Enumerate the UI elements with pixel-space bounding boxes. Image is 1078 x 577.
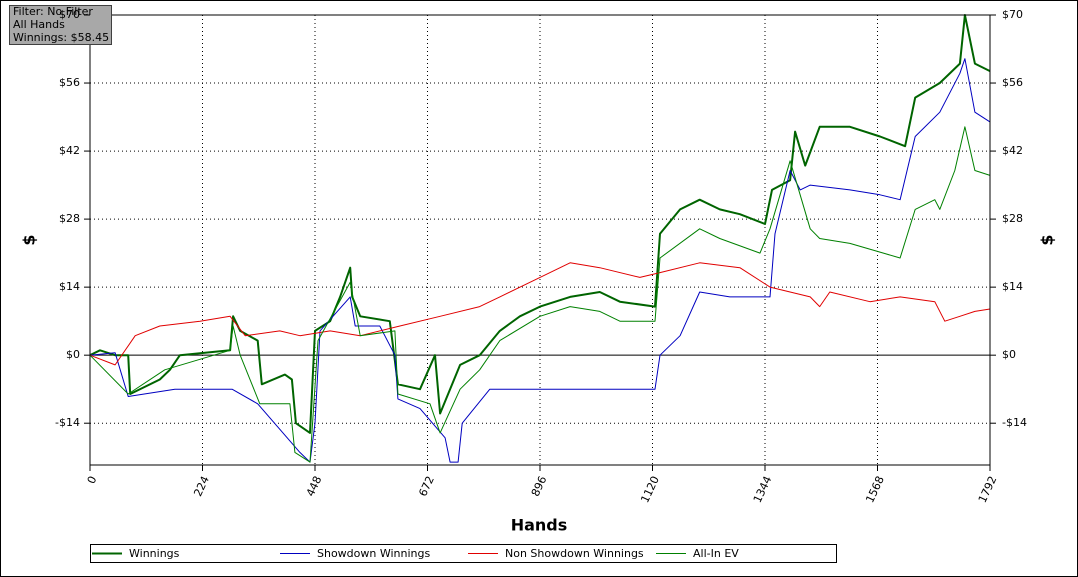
- y2-tick-label: $70: [1002, 8, 1023, 21]
- y2-tick-label: $14: [1002, 280, 1023, 293]
- info-line: All Hands: [13, 18, 65, 31]
- y2-tick-label: $42: [1002, 144, 1023, 157]
- legend-label: Showdown Winnings: [317, 547, 431, 560]
- y2-tick-label: $0: [1002, 348, 1016, 361]
- y-tick-label: $28: [59, 212, 80, 225]
- legend-label: Non Showdown Winnings: [505, 547, 644, 560]
- y-tick-label: $0: [66, 348, 80, 361]
- y-tick-label: $56: [59, 76, 80, 89]
- y2-tick-label: $28: [1002, 212, 1023, 225]
- series-line: [89, 14, 991, 434]
- info-line: Winnings: $58.45: [13, 31, 109, 44]
- legend-label: Winnings: [129, 547, 180, 560]
- x-axis-label: Hands: [511, 516, 568, 535]
- x-tick-label: 0: [85, 474, 100, 486]
- info-line: Filter: No Filter: [13, 5, 93, 18]
- y-axis-label: $: [20, 234, 39, 245]
- y-tick-label: -$14: [55, 416, 80, 429]
- y-tick-label: $70: [59, 8, 80, 21]
- y2-tick-label: $56: [1002, 76, 1023, 89]
- y2-tick-label: -$14: [1002, 416, 1027, 429]
- series-line: [89, 126, 991, 463]
- y2-axis-label: $: [1038, 234, 1057, 245]
- info-box: [9, 5, 112, 45]
- series-line: [89, 262, 991, 366]
- y-tick-label: $42: [59, 144, 80, 157]
- legend: [90, 544, 837, 563]
- y-tick-label: $14: [59, 280, 80, 293]
- legend-label: All-In EV: [693, 547, 739, 560]
